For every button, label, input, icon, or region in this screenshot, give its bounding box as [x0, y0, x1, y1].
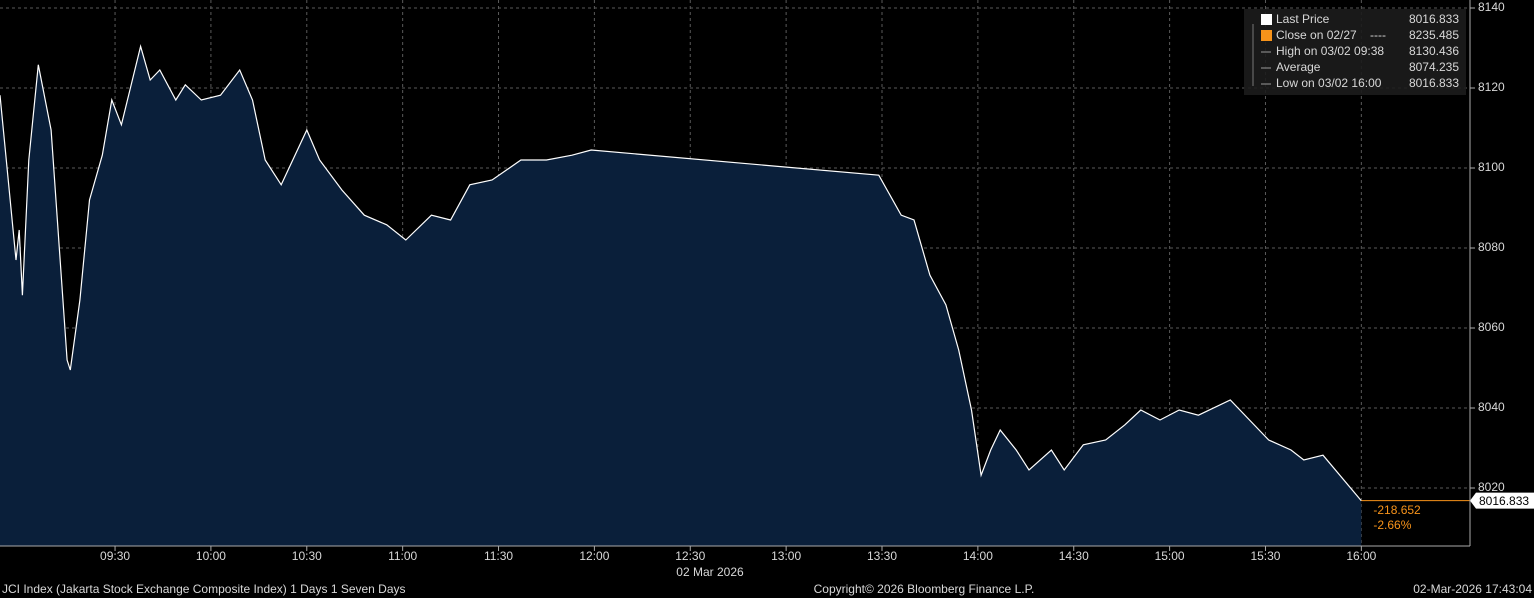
- x-tick-label: 14:00: [963, 549, 993, 563]
- change-pct-label: -2.66%: [1373, 518, 1411, 532]
- y-tick-label: 8020: [1478, 480, 1505, 494]
- y-tick-label: 8060: [1478, 320, 1505, 334]
- legend-name: High on 03/02 09:38: [1276, 44, 1384, 58]
- x-tick-label: 15:00: [1155, 549, 1185, 563]
- legend-name: Close on 02/27: [1276, 28, 1357, 42]
- footer-bar: [0, 578, 1534, 598]
- x-tick-label: 13:00: [771, 549, 801, 563]
- legend-value: 8016.833: [1409, 12, 1459, 26]
- legend-value: 8130.436: [1409, 44, 1459, 58]
- legend-swatch: [1261, 14, 1272, 25]
- y-tick-label: 8100: [1478, 160, 1505, 174]
- last-price-badge: [1470, 492, 1534, 509]
- x-tick-label: 11:30: [484, 549, 513, 563]
- legend-style: ----: [1370, 28, 1386, 42]
- x-tick-label: 14:30: [1059, 549, 1089, 563]
- chart-title: JCI Index (Jakarta Stock Exchange Compos…: [2, 582, 406, 596]
- area: [0, 46, 1362, 547]
- x-axis-label: 02 Mar 2026: [676, 565, 744, 579]
- x-tick-label: 12:00: [579, 549, 609, 563]
- legend-name: Average: [1276, 60, 1321, 74]
- legend-value: 8074.235: [1409, 60, 1459, 74]
- y-tick-label: 8140: [1478, 0, 1505, 14]
- x-tick-label: 15:30: [1250, 549, 1280, 563]
- legend-swatch: [1261, 30, 1272, 41]
- x-tick-label: 11:00: [388, 549, 417, 563]
- y-tick-label: 8040: [1478, 400, 1505, 414]
- legend-value: 8016.833: [1409, 76, 1459, 90]
- credit: Copyright© 2026 Bloomberg Finance L.P.: [814, 582, 1035, 596]
- x-tick-label: 10:00: [196, 549, 226, 563]
- y-tick-label: 8120: [1478, 80, 1505, 94]
- timestamp: 02-Mar-2026 17:43:04: [1413, 582, 1532, 596]
- x-tick-label: 13:30: [867, 549, 897, 563]
- x-tick-label: 09:30: [100, 549, 130, 563]
- legend-name: Last Price: [1276, 12, 1330, 26]
- legend-value: 8235.485: [1409, 28, 1459, 42]
- legend-box: [1244, 9, 1466, 95]
- last-price-label: 8016.833: [1479, 494, 1529, 508]
- x-tick-label: 10:30: [292, 549, 322, 563]
- line: [0, 43, 1362, 502]
- legend: Last Price 8016.833 Close on 02/27 ---- 8235…: [1244, 9, 1466, 95]
- y-tick-label: 8080: [1478, 240, 1505, 254]
- legend-name: Low on 03/02 16:00: [1276, 76, 1382, 90]
- change-label: -218.652: [1373, 503, 1421, 517]
- x-tick-label: 16:00: [1346, 549, 1376, 563]
- x-tick-label: 12:30: [675, 549, 705, 563]
